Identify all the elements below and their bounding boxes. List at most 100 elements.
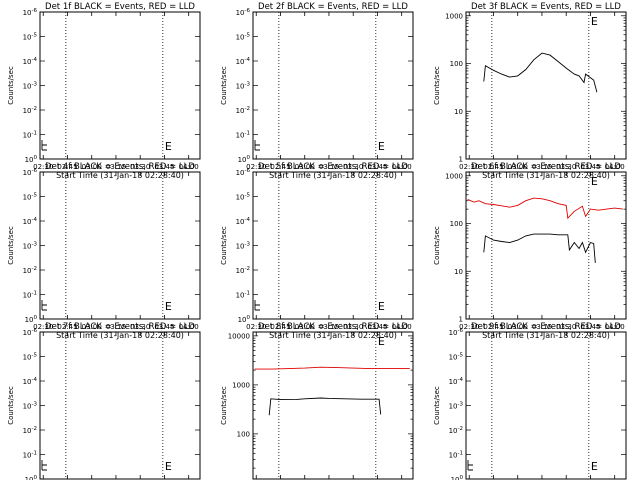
x-axis-label: Start Time (31-Jan-18 02:28:40) <box>269 171 397 180</box>
y-tick-label: 100 <box>237 430 250 438</box>
x-tick-label: 02:30 <box>246 163 266 171</box>
panel-det-8: Det 8f BLACK = Events, RED = LLD Counts/s… <box>220 322 414 480</box>
y-tick-label: 10-5 <box>23 353 38 362</box>
x-tick-label: 02:30 <box>459 323 479 331</box>
y-tick-label: 10-2 <box>236 266 250 275</box>
panel-title: Det 1f BLACK = Events, RED = LLD <box>45 2 195 12</box>
y-tick-label: 1000 <box>445 172 463 180</box>
x-tick-label: 03:15 <box>106 323 126 331</box>
x-tick-label: 03:30 <box>343 163 363 171</box>
panel-title: Det 4f BLACK = Events, RED = LLD <box>45 162 195 172</box>
x-tick-label: 03:00 <box>508 323 528 331</box>
marker-label: E <box>378 300 385 313</box>
panel-det-3: Det 3f BLACK = Events, RED = LLD Counts/s… <box>433 2 627 180</box>
x-tick-label: 04:00 <box>179 323 199 331</box>
y-tick-label: 100 <box>25 155 38 164</box>
x-tick-label: 03:00 <box>295 163 315 171</box>
plot-frame <box>39 331 201 480</box>
x-tick-label: 03:45 <box>154 163 174 171</box>
x-tick-label: 02:45 <box>57 163 77 171</box>
y-tick-label: 10-1 <box>449 451 463 460</box>
marker-label: E <box>165 460 172 473</box>
plot-frame <box>39 11 201 160</box>
x-axis-label: Start Time (31-Jan-18 02:28:40) <box>482 331 610 340</box>
left-flag-glyph <box>467 460 473 471</box>
x-tick-label: 02:45 <box>270 323 290 331</box>
x-axis-label: Start Time (31-Jan-18 02:28:40) <box>56 331 184 340</box>
y-tick-label: 10-5 <box>23 33 38 42</box>
y-tick-label: 10-6 <box>23 8 38 17</box>
y-axis-label: Counts/sec <box>220 386 228 425</box>
y-tick-label: 10-5 <box>23 193 38 202</box>
marker-label: E <box>165 300 172 313</box>
panel-det-2: Det 2f BLACK = Events, RED = LLD Counts/s… <box>220 2 414 180</box>
y-axis-label: Counts/sec <box>220 226 228 265</box>
panel-det-1: Det 1f BLACK = Events, RED = LLD Counts/s… <box>7 2 201 180</box>
y-tick-label: 10-4 <box>23 217 38 226</box>
x-tick-label: 04:00 <box>605 163 625 171</box>
y-tick-label: 100 <box>451 475 464 480</box>
y-tick-label: 10-5 <box>236 193 251 202</box>
y-tick-label: 100 <box>238 315 251 324</box>
y-tick-label: 10-2 <box>23 426 37 435</box>
y-tick-label: 10-6 <box>236 8 251 17</box>
x-tick-label: 02:45 <box>483 163 503 171</box>
x-axis-label: Start Time (31-Jan-18 02:28:40) <box>269 331 397 340</box>
y-tick-label: 100 <box>238 155 251 164</box>
marker-label: E <box>591 460 598 473</box>
marker-label: E <box>378 140 385 153</box>
plot-frame <box>465 171 627 320</box>
x-tick-label: 04:00 <box>392 163 412 171</box>
marker-label: E <box>378 335 385 348</box>
x-tick-label: 02:30 <box>33 163 53 171</box>
plot-frame <box>252 331 414 480</box>
y-tick-label: 10 <box>454 268 463 276</box>
y-tick-label: 1000 <box>232 381 250 389</box>
x-tick-label: 02:30 <box>33 323 53 331</box>
x-tick-label: 03:30 <box>556 323 576 331</box>
y-tick-label: 100 <box>25 475 38 480</box>
panel-title: Det 3f BLACK = Events, RED = LLD <box>471 2 621 12</box>
y-tick-label: 10-1 <box>23 451 37 460</box>
left-flag-glyph <box>41 300 47 311</box>
y-tick-label: 10-3 <box>23 82 38 91</box>
y-tick-label: 1000 <box>445 12 463 20</box>
panel-det-6: Det 6f BLACK = Events, RED = LLD Counts/s… <box>433 162 627 340</box>
events-series-line <box>268 397 382 416</box>
y-axis-label: Counts/sec <box>433 386 441 425</box>
x-tick-label: 02:45 <box>483 323 503 331</box>
x-tick-label: 03:45 <box>154 323 174 331</box>
x-tick-label: 03:30 <box>343 323 363 331</box>
x-tick-label: 03:45 <box>580 163 600 171</box>
panel-title: Det 8f BLACK = Events, RED = LLD <box>258 322 408 332</box>
x-tick-label: 03:45 <box>367 163 387 171</box>
y-tick-label: 10-5 <box>449 353 464 362</box>
plot-frame <box>39 171 201 320</box>
marker-label: E <box>591 175 598 188</box>
y-tick-label: 10000 <box>228 332 250 340</box>
x-tick-label: 03:30 <box>130 323 150 331</box>
y-tick-label: 10-4 <box>449 377 464 386</box>
x-tick-label: 04:00 <box>392 323 412 331</box>
x-tick-label: 03:00 <box>295 323 315 331</box>
x-tick-label: 02:45 <box>270 163 290 171</box>
x-tick-label: 03:00 <box>508 163 528 171</box>
panel-det-4: Det 4f BLACK = Events, RED = LLD Counts/s… <box>7 162 201 340</box>
panel-title: Det 6f BLACK = Events, RED = LLD <box>471 162 621 172</box>
panel-title: Det 7f BLACK = Events, RED = LLD <box>45 322 195 332</box>
y-axis-label: Counts/sec <box>7 226 15 265</box>
y-tick-label: 10-3 <box>23 242 38 251</box>
panel-det-5: Det 5f BLACK = Events, RED = LLD Counts/s… <box>220 162 414 340</box>
panel-title: Det 5f BLACK = Events, RED = LLD <box>258 162 408 172</box>
events-series-line <box>483 52 598 93</box>
events-series-line <box>483 233 596 263</box>
y-tick-label: 10-3 <box>236 242 251 251</box>
panel-title: Det 9f BLACK = Events, RED = LLD <box>471 322 621 332</box>
plot-frame <box>252 171 414 320</box>
y-axis-label: Counts/sec <box>433 226 441 265</box>
y-axis-label: Counts/sec <box>7 66 15 105</box>
y-tick-label: 10-2 <box>236 106 250 115</box>
plot-frame <box>465 331 627 480</box>
y-tick-label: 1 <box>459 156 463 164</box>
y-tick-label: 10-1 <box>236 291 250 300</box>
